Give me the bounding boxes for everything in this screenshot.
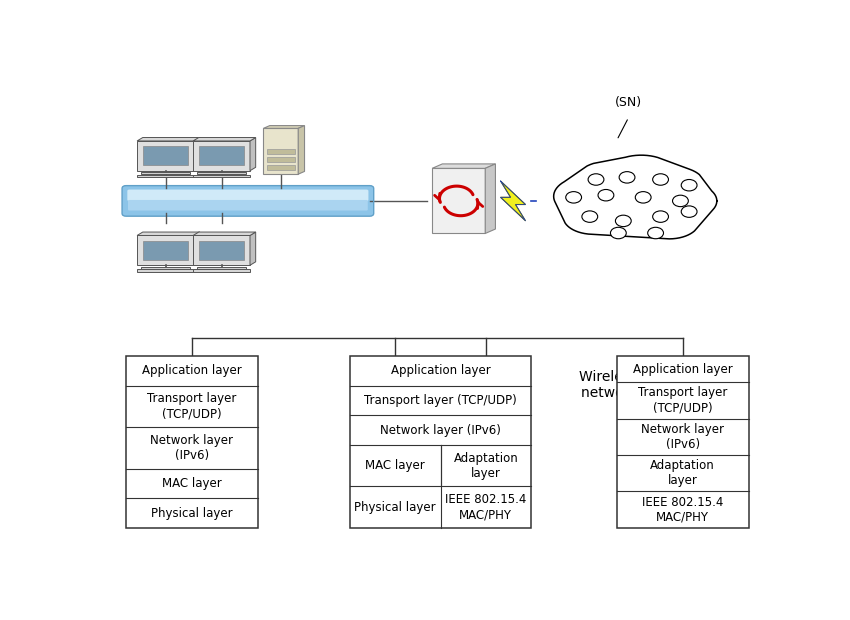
Circle shape [582, 211, 598, 223]
Text: MAC layer: MAC layer [162, 477, 222, 490]
Circle shape [653, 211, 668, 223]
Polygon shape [137, 232, 200, 236]
FancyBboxPatch shape [137, 236, 194, 265]
Text: Network layer
(IPv6): Network layer (IPv6) [150, 434, 234, 462]
Circle shape [648, 228, 664, 239]
FancyBboxPatch shape [141, 172, 190, 174]
FancyBboxPatch shape [122, 185, 374, 216]
FancyBboxPatch shape [267, 149, 295, 154]
Polygon shape [298, 126, 304, 174]
Text: Transport layer
(TCP/UDP): Transport layer (TCP/UDP) [638, 386, 728, 414]
FancyBboxPatch shape [197, 267, 246, 268]
FancyBboxPatch shape [200, 146, 244, 166]
Circle shape [566, 192, 581, 203]
FancyBboxPatch shape [137, 175, 194, 177]
FancyBboxPatch shape [128, 190, 368, 201]
FancyBboxPatch shape [193, 236, 250, 265]
Polygon shape [553, 155, 717, 239]
FancyBboxPatch shape [200, 241, 244, 260]
Text: Application layer: Application layer [391, 365, 490, 378]
Polygon shape [193, 232, 256, 236]
Polygon shape [250, 138, 256, 171]
Text: Application layer: Application layer [142, 365, 241, 378]
FancyBboxPatch shape [137, 141, 194, 171]
Polygon shape [432, 164, 496, 169]
Polygon shape [250, 232, 256, 265]
FancyBboxPatch shape [267, 157, 295, 162]
Text: Gateway: Gateway [428, 373, 490, 387]
FancyBboxPatch shape [197, 172, 246, 174]
Text: Network layer
(IPv6): Network layer (IPv6) [641, 423, 724, 451]
FancyBboxPatch shape [617, 356, 749, 528]
Polygon shape [194, 138, 200, 171]
Circle shape [610, 228, 626, 239]
Text: Adaptation
layer: Adaptation layer [454, 452, 518, 480]
Polygon shape [264, 126, 304, 128]
Text: Physical layer: Physical layer [151, 507, 233, 520]
Polygon shape [194, 232, 200, 265]
Polygon shape [137, 138, 200, 141]
FancyBboxPatch shape [126, 356, 258, 528]
Circle shape [588, 174, 604, 185]
FancyBboxPatch shape [193, 141, 250, 171]
Text: Network layer (IPv6): Network layer (IPv6) [380, 423, 501, 436]
FancyBboxPatch shape [128, 200, 368, 211]
Polygon shape [501, 181, 525, 221]
Circle shape [619, 172, 635, 183]
Text: Transport layer (TCP/UDP): Transport layer (TCP/UDP) [364, 394, 517, 407]
Polygon shape [193, 138, 256, 141]
FancyBboxPatch shape [264, 128, 298, 174]
Text: Transport layer
(TCP/UDP): Transport layer (TCP/UDP) [147, 392, 236, 420]
FancyBboxPatch shape [144, 241, 188, 260]
FancyBboxPatch shape [350, 356, 531, 528]
Text: IEEE 802.15.4
MAC/PHY: IEEE 802.15.4 MAC/PHY [445, 493, 526, 521]
Text: Application layer: Application layer [632, 363, 733, 376]
Text: Physical layer: Physical layer [354, 501, 436, 514]
Text: IEEE 802.15.4
MAC/PHY: IEEE 802.15.4 MAC/PHY [642, 496, 723, 524]
Text: Adaptation
layer: Adaptation layer [650, 459, 715, 487]
Circle shape [615, 215, 632, 227]
Circle shape [635, 192, 651, 203]
Text: Internet: Internet [181, 373, 235, 387]
FancyBboxPatch shape [267, 166, 295, 170]
FancyBboxPatch shape [144, 146, 188, 166]
Polygon shape [485, 164, 496, 234]
Circle shape [681, 179, 697, 191]
FancyBboxPatch shape [137, 269, 194, 272]
FancyBboxPatch shape [193, 175, 250, 177]
Circle shape [653, 174, 668, 185]
Text: Wireless sensor
network (WSN): Wireless sensor network (WSN) [579, 370, 688, 400]
Circle shape [672, 195, 688, 206]
FancyBboxPatch shape [432, 169, 485, 234]
FancyBboxPatch shape [141, 267, 190, 268]
Circle shape [598, 190, 614, 201]
Text: MAC layer: MAC layer [366, 459, 425, 472]
FancyBboxPatch shape [193, 269, 250, 272]
Circle shape [681, 206, 697, 218]
Text: (SN): (SN) [615, 96, 643, 109]
